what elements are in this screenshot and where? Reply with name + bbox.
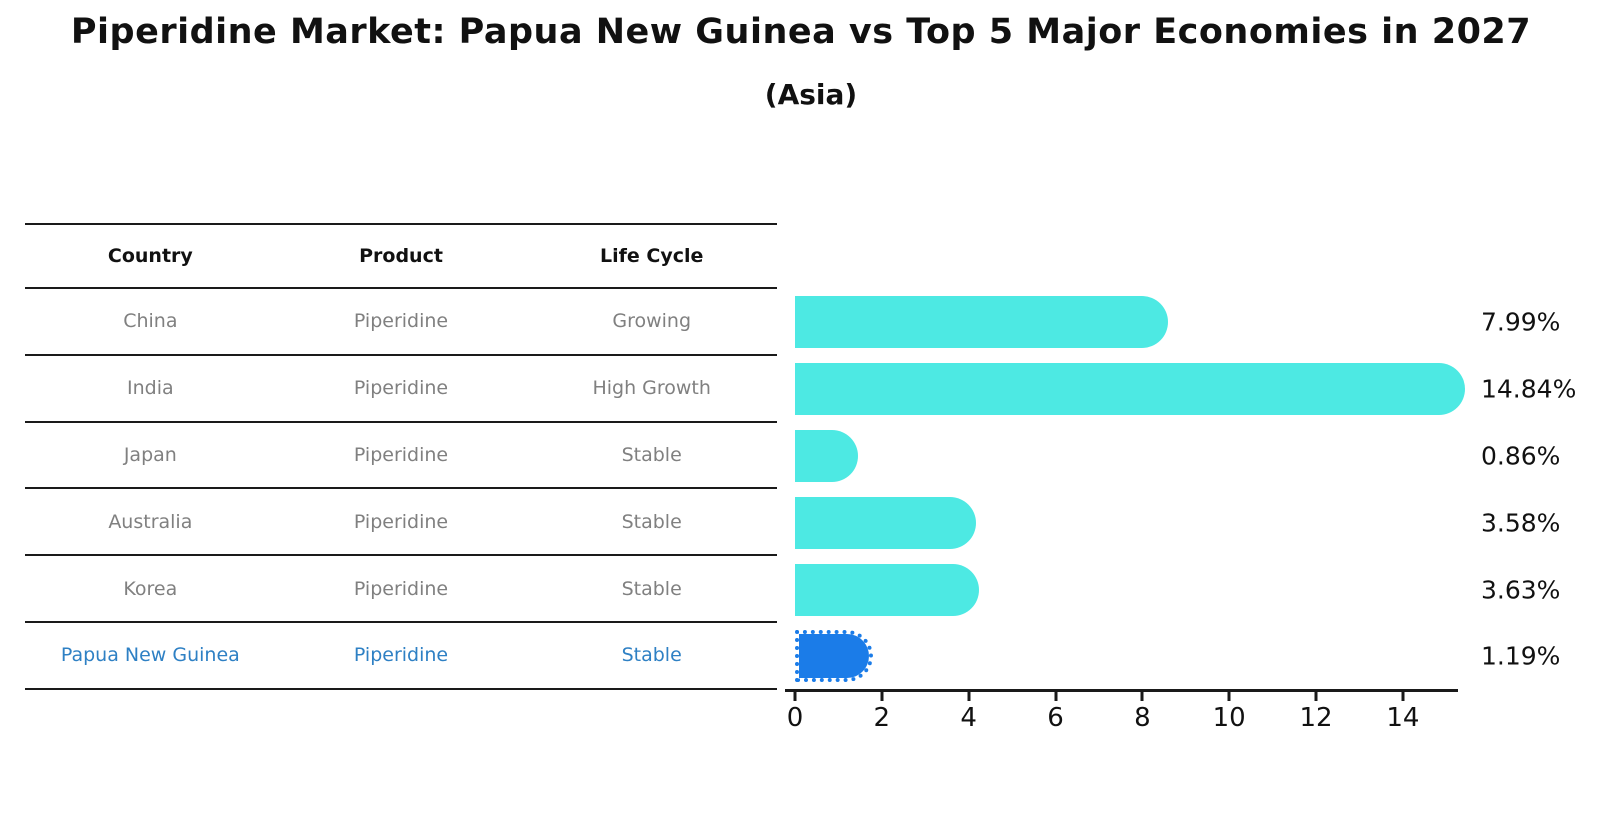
cell-country: Australia bbox=[108, 510, 193, 533]
x-tick-mark bbox=[880, 691, 884, 701]
bar-china bbox=[795, 296, 1168, 349]
bar-value-label: 1.19% bbox=[1481, 641, 1561, 671]
x-tick-mark bbox=[793, 691, 797, 701]
bar-papua-new-guinea bbox=[795, 630, 873, 683]
x-tick-label: 0 bbox=[786, 703, 804, 733]
x-tick-mark bbox=[1401, 691, 1405, 701]
cell-product: Piperidine bbox=[353, 577, 449, 600]
cell-product: Piperidine bbox=[353, 644, 449, 667]
bar-value-label: 3.58% bbox=[1481, 508, 1561, 538]
cell-product: Piperidine bbox=[353, 310, 449, 333]
table-row: Australia Piperidine Stable bbox=[25, 489, 777, 557]
bar-australia bbox=[795, 496, 977, 549]
cell-life-cycle: Stable bbox=[621, 443, 682, 466]
cell-product: Piperidine bbox=[353, 510, 449, 533]
x-tick-label: 2 bbox=[873, 703, 891, 733]
x-tick-mark bbox=[1314, 691, 1318, 701]
x-tick-mark bbox=[1227, 691, 1231, 701]
x-tick-label: 14 bbox=[1386, 703, 1420, 733]
summary-table: Country Product Life Cycle China Piperidi… bbox=[25, 223, 777, 690]
cell-life-cycle: Stable bbox=[621, 510, 682, 533]
bar-japan bbox=[795, 430, 859, 482]
x-tick-mark bbox=[1054, 691, 1058, 701]
cell-country: India bbox=[127, 377, 174, 400]
cell-life-cycle: Stable bbox=[621, 577, 682, 600]
chart-subtitle: (Asia) bbox=[764, 78, 858, 111]
table-row: Papua New Guinea Piperidine Stable bbox=[25, 623, 777, 690]
table-row: China Piperidine Growing bbox=[25, 289, 777, 356]
x-tick-label: 12 bbox=[1299, 703, 1333, 733]
table-row: Korea Piperidine Stable bbox=[25, 556, 777, 623]
x-tick-label: 10 bbox=[1212, 703, 1246, 733]
x-tick-mark bbox=[967, 691, 971, 701]
bar-value-label: 0.86% bbox=[1481, 441, 1561, 471]
x-tick-label: 8 bbox=[1134, 703, 1151, 733]
cell-life-cycle: High Growth bbox=[592, 377, 711, 400]
cell-country: Japan bbox=[123, 443, 177, 466]
cell-product: Piperidine bbox=[353, 377, 449, 400]
bar-korea bbox=[795, 563, 979, 616]
cell-life-cycle: Stable bbox=[621, 644, 682, 667]
x-axis-line bbox=[785, 689, 1458, 692]
cell-life-cycle: Growing bbox=[612, 310, 692, 333]
cell-country: Papua New Guinea bbox=[60, 644, 240, 667]
x-tick-mark bbox=[1140, 691, 1144, 701]
bar-value-label: 7.99% bbox=[1481, 307, 1561, 337]
cell-product: Piperidine bbox=[353, 443, 449, 466]
table-row: Japan Piperidine Stable bbox=[25, 423, 777, 490]
x-tick-label: 4 bbox=[960, 703, 977, 733]
bar-value-label: 3.63% bbox=[1481, 575, 1561, 605]
bar-india bbox=[795, 363, 1466, 416]
cell-country: China bbox=[123, 310, 178, 333]
chart-title: Piperidine Market: Papua New Guinea vs T… bbox=[70, 12, 1532, 52]
x-tick-label: 6 bbox=[1047, 703, 1064, 733]
table-body: China Piperidine Growing India Piperidine Hig… bbox=[25, 289, 777, 690]
table-header-row: Country Product Life Cycle bbox=[25, 223, 777, 289]
column-header-product: Product bbox=[359, 245, 443, 267]
column-header-country: Country bbox=[107, 245, 193, 267]
cell-country: Korea bbox=[123, 577, 178, 600]
table-row: India Piperidine High Growth bbox=[25, 356, 777, 423]
bar-value-label: 14.84% bbox=[1481, 374, 1577, 404]
column-header-lifecycle: Life Cycle bbox=[599, 245, 704, 267]
